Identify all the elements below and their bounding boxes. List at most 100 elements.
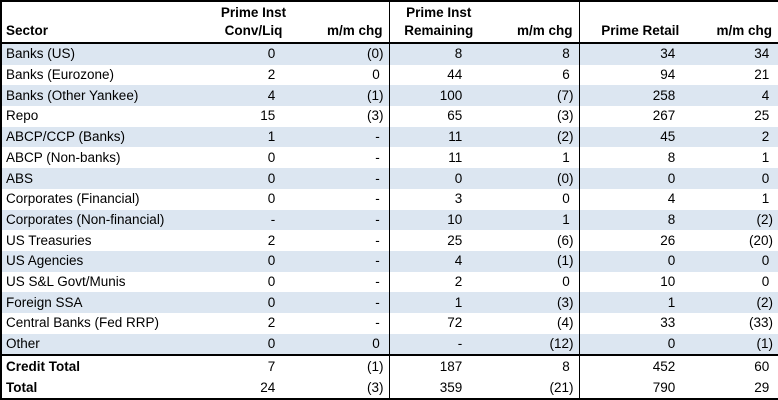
- value-cell: 1: [578, 292, 701, 313]
- value-cell: (1): [557, 253, 574, 269]
- value-cell: -: [375, 253, 384, 269]
- value-cell: 8: [388, 43, 488, 65]
- value-cell: (2): [557, 129, 574, 145]
- header-sector: Sector: [1, 1, 206, 44]
- value-cell: 26: [578, 230, 701, 251]
- value-cell: 0: [267, 170, 279, 186]
- value-cell: 72: [388, 312, 488, 334]
- value-cell: -: [375, 315, 384, 331]
- header-mm-chg-label-2: m/m chg: [516, 23, 573, 38]
- value-cell: (3): [367, 379, 384, 395]
- table-row: Foreign SSA 0 - 1 (3) 1 (2): [1, 292, 778, 313]
- value-cell: 0: [267, 273, 279, 289]
- value-cell: 8: [488, 354, 579, 378]
- value-cell: (1): [301, 354, 389, 378]
- value-cell: 4: [578, 188, 701, 210]
- value-cell: 65: [388, 106, 488, 127]
- value-cell: (4): [557, 315, 574, 331]
- value-cell: (33): [748, 315, 773, 331]
- table-row: ABS 0 - 0 (0) 0 0: [1, 168, 778, 189]
- table-row: Banks (Eurozone) 2 0 44 6 94 21: [1, 64, 778, 86]
- sector-cell: Corporates (Non-financial): [6, 211, 165, 227]
- value-cell: 2: [267, 315, 279, 331]
- table-header: Sector Prime Inst Conv/Liq m/m chg Prime…: [1, 1, 778, 44]
- value-cell: 29: [754, 379, 773, 395]
- value-cell: 25: [388, 230, 488, 251]
- sector-cell: Central Banks (Fed RRP): [6, 315, 160, 331]
- header-remaining-label: Remaining: [404, 23, 474, 38]
- header-prime-retail: Prime Retail: [578, 1, 701, 44]
- value-cell: 0: [267, 294, 279, 310]
- table-row: Central Banks (Fed RRP) 2 - 72 (4) 33 (33): [1, 312, 778, 334]
- value-cell: 0: [578, 168, 701, 189]
- value-cell: 11: [388, 147, 488, 169]
- table-row: ABCP (Non-banks) 0 - 11 1 8 1: [1, 147, 778, 169]
- value-cell: -: [270, 211, 279, 227]
- value-cell: 4: [761, 87, 773, 103]
- value-cell: -: [375, 294, 384, 310]
- value-cell: (1): [367, 87, 384, 103]
- header-prime-inst-label-2: Prime Inst: [406, 5, 472, 20]
- value-cell: (20): [748, 232, 773, 248]
- header-row: Sector Prime Inst Conv/Liq m/m chg Prime…: [1, 1, 778, 44]
- value-cell: -: [375, 170, 384, 186]
- table-row: Corporates (Non-financial) - - 10 1 8 (2): [1, 209, 778, 231]
- value-cell: -: [388, 333, 488, 356]
- value-cell: 1: [761, 191, 773, 207]
- value-cell: 33: [578, 312, 701, 334]
- value-cell: 0: [267, 46, 279, 62]
- value-cell: 0: [578, 333, 701, 356]
- value-cell: 0: [267, 253, 279, 269]
- value-cell: 1: [562, 211, 574, 227]
- value-cell: (2): [756, 294, 774, 310]
- value-cell: 94: [578, 64, 701, 86]
- value-cell: 0: [267, 336, 279, 352]
- table-row: US S&L Govt/Munis 0 - 2 0 10 0: [1, 271, 778, 293]
- header-prime-inst-label: Prime Inst: [220, 5, 287, 20]
- value-cell: 0: [388, 168, 488, 189]
- value-cell: 790: [578, 377, 701, 399]
- sector-cell: Credit Total: [1, 354, 206, 378]
- table-row: US Agencies 0 - 4 (1) 0 0: [1, 250, 778, 272]
- value-cell: 10: [578, 271, 701, 293]
- header-sector-label: Sector: [6, 23, 49, 38]
- value-cell: 8: [578, 209, 701, 231]
- header-prime-inst-conv-liq: Prime Inst Conv/Liq: [206, 1, 301, 44]
- value-cell: 21: [754, 67, 773, 83]
- value-cell: 2: [267, 232, 279, 248]
- table-body: Banks (US) 0 (0) 8 8 34 34 Banks (Eurozone…: [1, 43, 778, 399]
- value-cell: (3): [557, 294, 574, 310]
- value-cell: 0: [761, 253, 773, 269]
- header-mm-chg-retail: m/m chg: [701, 1, 778, 44]
- value-cell: (3): [557, 108, 574, 124]
- header-mm-chg-label-3: m/m chg: [716, 23, 772, 38]
- value-cell: 2: [761, 129, 773, 145]
- value-cell: 452: [578, 354, 701, 378]
- sector-cell: Corporates (Financial): [6, 191, 140, 207]
- value-cell: 2: [267, 67, 279, 83]
- value-cell: -: [375, 273, 384, 289]
- value-cell: 45: [578, 126, 701, 148]
- value-cell: 34: [578, 43, 701, 65]
- sector-cell: ABCP (Non-banks): [6, 149, 121, 165]
- value-cell: (12): [549, 336, 574, 352]
- value-cell: (2): [756, 211, 774, 227]
- value-cell: (0): [367, 46, 384, 62]
- total-row: Credit Total 7 (1) 187 8 452 60: [1, 354, 778, 378]
- sector-cell: US Treasuries: [6, 232, 92, 248]
- value-cell: 15: [260, 108, 279, 124]
- value-cell: 258: [578, 85, 701, 107]
- total-row: Total 24 (3) 359 (21) 790 29: [1, 377, 778, 399]
- value-cell: 1: [761, 149, 773, 165]
- sector-cell: US S&L Govt/Munis: [6, 273, 126, 289]
- table-row: ABCP/CCP (Banks) 1 - 11 (2) 45 2: [1, 126, 778, 148]
- sector-cell: Foreign SSA: [6, 294, 83, 310]
- table-row: Corporates (Financial) 0 - 3 0 4 1: [1, 188, 778, 210]
- value-cell: 24: [260, 379, 279, 395]
- value-cell: (0): [557, 170, 574, 186]
- table-row: US Treasuries 2 - 25 (6) 26 (20): [1, 230, 778, 251]
- value-cell: 6: [562, 67, 574, 83]
- sector-cell: Other: [6, 336, 40, 352]
